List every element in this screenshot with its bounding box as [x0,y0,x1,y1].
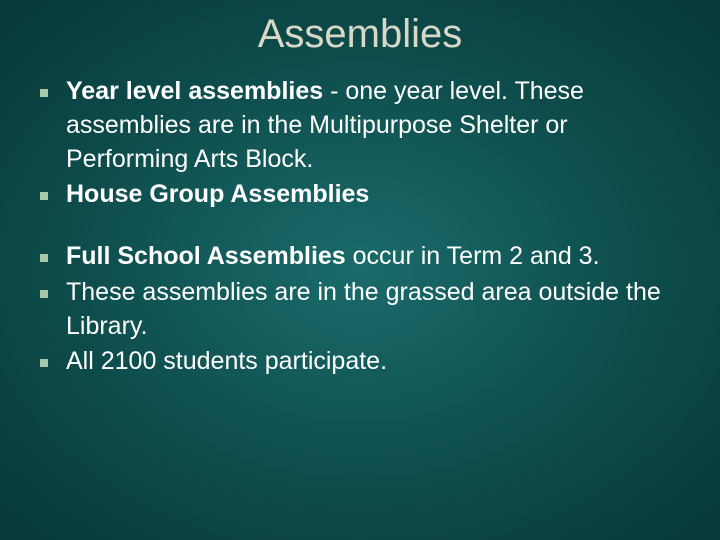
bullet-icon [40,192,48,200]
rest-text: These assemblies are in the grassed area… [66,278,661,340]
slide-content: Year level assemblies - one year level. … [30,75,690,379]
list-item: These assemblies are in the grassed area… [40,276,690,344]
bullet-text: These assemblies are in the grassed area… [66,276,690,344]
bullet-icon [40,89,48,97]
bold-lead: Full School Assemblies [66,242,346,270]
list-item: Year level assemblies - one year level. … [40,75,690,176]
rest-text: All 2100 students participate. [66,347,387,375]
bullet-group-2: Full School Assemblies occur in Term 2 a… [40,240,690,379]
bullet-icon [40,254,48,262]
bullet-text: Full School Assemblies occur in Term 2 a… [66,240,600,274]
bold-lead: House Group Assemblies [66,180,369,208]
bullet-icon [40,290,48,298]
bullet-text: All 2100 students participate. [66,345,387,379]
rest-text: occur in Term 2 and 3. [346,242,600,270]
list-item: Full School Assemblies occur in Term 2 a… [40,240,690,274]
bullet-text: Year level assemblies - one year level. … [66,75,690,176]
bullet-group-1: Year level assemblies - one year level. … [40,75,690,212]
bold-lead: Year level assemblies [66,77,323,105]
bullet-icon [40,359,48,367]
slide: Assemblies Year level assemblies - one y… [0,0,720,540]
list-item: House Group Assemblies [40,178,690,212]
slide-title: Assemblies [30,12,690,57]
bullet-text: House Group Assemblies [66,178,369,212]
list-item: All 2100 students participate. [40,345,690,379]
